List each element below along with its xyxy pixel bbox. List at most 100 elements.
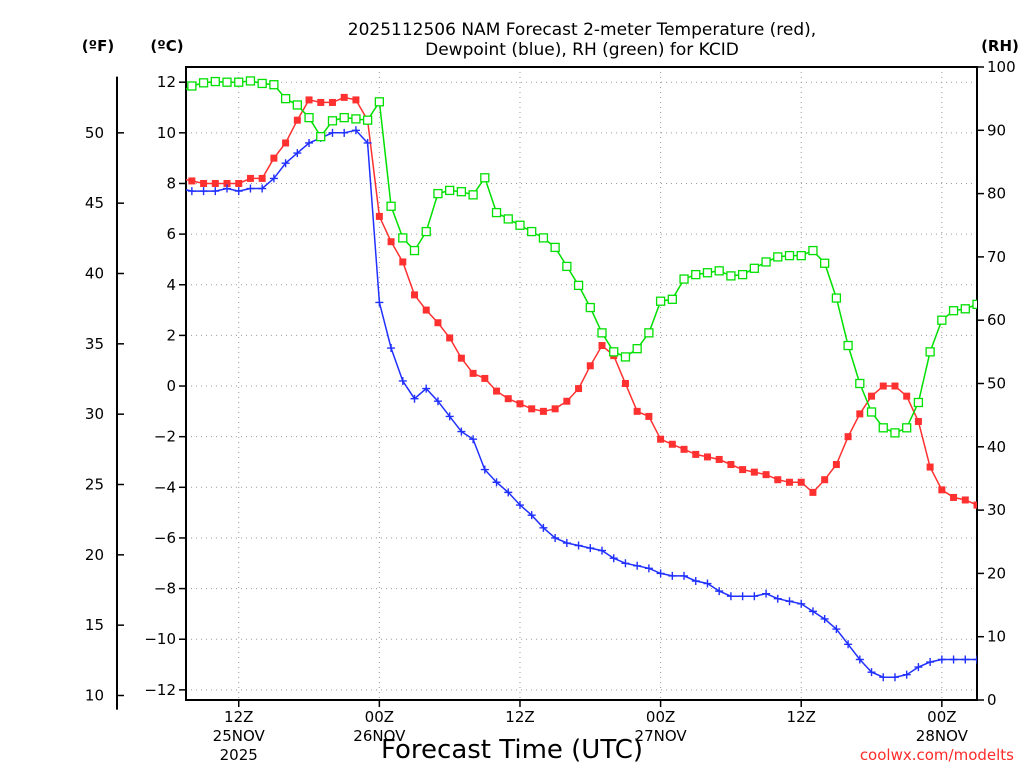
temperature-point xyxy=(809,488,817,496)
temperature-point xyxy=(340,93,348,101)
fahrenheit-tick-label: 30 xyxy=(85,405,104,423)
fahrenheit-tick-label: 10 xyxy=(85,686,104,704)
credit-text: coolwx.com/modelts xyxy=(860,746,1014,764)
temperature-point xyxy=(469,369,477,377)
celsius-tick-label: 6 xyxy=(166,225,176,243)
rh-point xyxy=(198,78,209,88)
temperature-point xyxy=(177,175,184,182)
dewpoint-point xyxy=(726,592,735,601)
dewpoint-point xyxy=(715,587,724,596)
temperature-point xyxy=(328,98,336,106)
x-tick-label: 00Z xyxy=(927,708,956,726)
dewpoint-point xyxy=(609,554,618,563)
fahrenheit-axis-unit: (ºF) xyxy=(82,37,114,55)
temperature-point xyxy=(375,212,383,220)
dewpoint-point xyxy=(914,663,923,672)
temperature-point xyxy=(422,306,430,314)
dewpoint-point xyxy=(281,159,290,168)
dewpoint-point xyxy=(492,478,501,487)
dewpoint-point xyxy=(574,541,583,550)
dewpoint-point xyxy=(738,592,747,601)
celsius-tick-label: 10 xyxy=(157,124,176,142)
rh-point xyxy=(316,131,326,142)
rh-point xyxy=(937,315,947,325)
rh-point xyxy=(421,226,431,237)
temperature-point xyxy=(844,433,852,441)
rh-point xyxy=(878,423,888,433)
rh-point xyxy=(702,268,713,278)
x-axis-label: Forecast Time (UTC) xyxy=(381,735,643,765)
dewpoint-point xyxy=(433,397,442,406)
fahrenheit-tick-label: 35 xyxy=(85,335,104,353)
celsius-tick-label: −6 xyxy=(154,529,176,547)
temperature-point xyxy=(434,319,442,327)
x-tick-label: 12Z xyxy=(224,708,253,726)
rh-point xyxy=(855,378,865,389)
series-layer xyxy=(177,76,977,682)
x-tick-label: 12Z xyxy=(505,708,534,726)
dewpoint-point xyxy=(750,592,759,601)
rh-point xyxy=(468,190,478,200)
dewpoint-point xyxy=(199,187,208,196)
rh-point xyxy=(527,226,537,237)
dewpoint-point xyxy=(691,576,700,585)
temperature-point xyxy=(575,385,583,393)
celsius-tick-label: 12 xyxy=(157,73,176,91)
dewpoint-point xyxy=(515,501,524,510)
rh-tick-label: 10 xyxy=(987,628,1006,646)
temperature-point xyxy=(586,362,594,370)
dewpoint-point xyxy=(621,559,630,568)
temperature-point xyxy=(950,493,958,501)
temperature-point xyxy=(680,445,688,453)
dewpoint-point xyxy=(363,138,372,147)
celsius-tick-label: 2 xyxy=(166,326,176,344)
dewpoint-point xyxy=(551,533,560,542)
temperature-point xyxy=(821,476,829,484)
dewpoint-point xyxy=(527,511,536,520)
rh-point xyxy=(409,245,420,256)
dewpoint-point xyxy=(961,655,970,664)
celsius-tick-label: 8 xyxy=(166,174,176,192)
fahrenheit-tick-label: 15 xyxy=(85,616,104,634)
temperature-point xyxy=(703,453,711,461)
rh-point xyxy=(280,94,291,104)
fahrenheit-tick-label: 25 xyxy=(85,475,104,493)
rh-point xyxy=(679,274,689,284)
dewpoint-point xyxy=(832,625,841,634)
temperature-point xyxy=(786,478,794,486)
rh-point xyxy=(831,293,842,303)
rh-axis-unit: (RH) xyxy=(981,37,1019,55)
rh-tick-label: 100 xyxy=(987,58,1016,76)
temperature-point xyxy=(727,461,735,469)
rh-point xyxy=(726,271,736,281)
rh-point xyxy=(644,328,654,338)
celsius-tick-label: −2 xyxy=(154,428,176,446)
rh-series-line xyxy=(186,80,977,434)
dewpoint-point xyxy=(234,187,243,196)
temperature-point xyxy=(598,342,606,350)
dewpoint-point xyxy=(258,184,267,193)
dewpoint-point xyxy=(305,138,314,147)
rh-point xyxy=(491,207,502,218)
temperature-point xyxy=(352,96,360,104)
x-tick-date-label: 25NOV xyxy=(213,727,266,745)
celsius-tick-label: −10 xyxy=(144,630,176,648)
dewpoint-point xyxy=(398,376,407,385)
dewpoint-point xyxy=(820,614,829,623)
rh-point xyxy=(210,76,220,87)
rh-point xyxy=(714,266,724,276)
rh-point xyxy=(573,280,584,291)
rh-point xyxy=(866,407,877,417)
fahrenheit-tick-label: 50 xyxy=(85,124,104,142)
dewpoint-point xyxy=(469,435,478,444)
temperature-point xyxy=(715,455,723,463)
dewpoint-point xyxy=(762,589,771,598)
dewpoint-point xyxy=(211,187,220,196)
dewpoint-point xyxy=(703,579,712,588)
rh-point xyxy=(351,114,361,124)
rh-point xyxy=(773,252,783,262)
dewpoint-point xyxy=(246,184,255,193)
dewpoint-point xyxy=(773,594,782,603)
dewpoint-point xyxy=(797,599,806,608)
